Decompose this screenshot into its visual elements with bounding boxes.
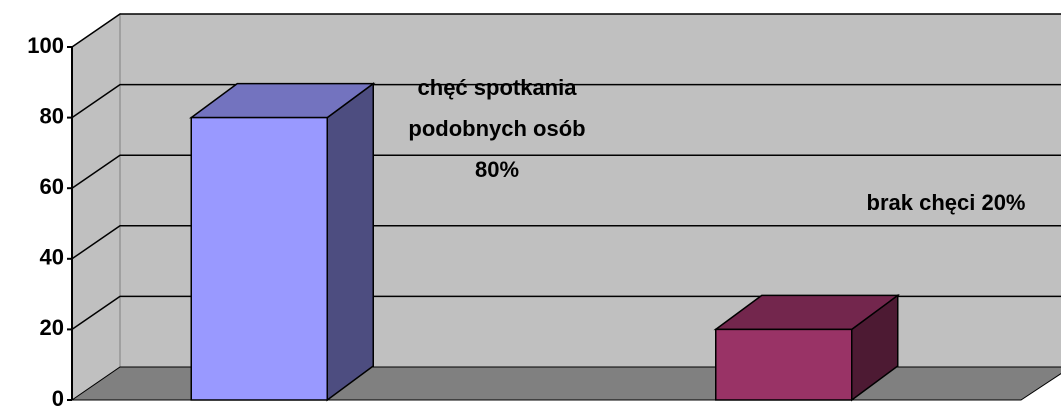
data-label: chęć spotkania podobnych osób 80% xyxy=(408,75,586,182)
y-tick-label: 0 xyxy=(52,386,64,410)
label-box: brak chęci 20% xyxy=(866,190,1026,215)
y-tick-label: 40 xyxy=(40,245,64,270)
data-label: brak chęci 20% xyxy=(866,190,1026,215)
grid-line xyxy=(71,83,1061,119)
grid-line xyxy=(71,225,1061,260)
bar-side xyxy=(326,82,374,402)
bar xyxy=(190,116,328,401)
grid-line xyxy=(71,295,1061,331)
y-tick-label: 20 xyxy=(40,315,64,340)
y-tick-label: 60 xyxy=(40,174,64,199)
y-tick-label: 80 xyxy=(40,103,64,128)
y-tick-label: 100 xyxy=(27,33,64,58)
label-box: chęć spotkania podobnych osób 80% xyxy=(408,75,586,182)
grid-line xyxy=(71,154,1061,189)
grid-line xyxy=(71,13,1061,48)
side-wall xyxy=(71,13,121,401)
bar xyxy=(715,328,853,401)
